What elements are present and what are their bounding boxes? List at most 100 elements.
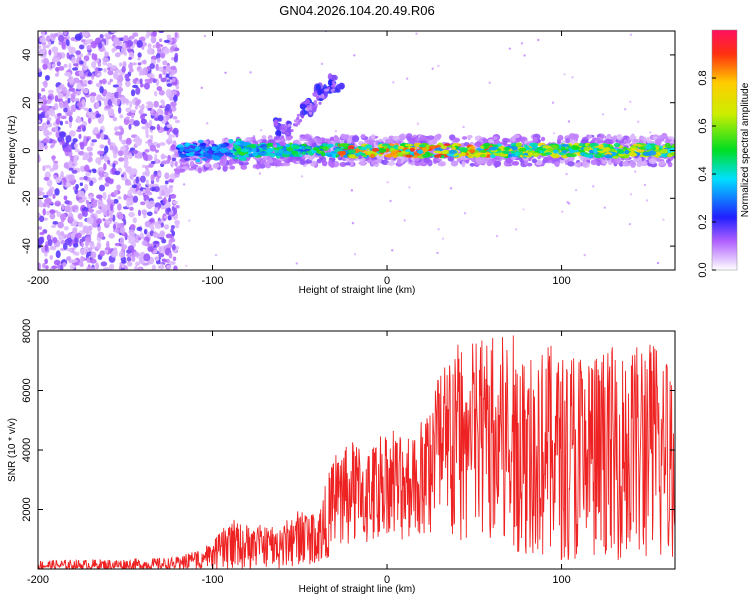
x-tick-label: 0 — [384, 574, 390, 586]
spectral-cell — [602, 147, 611, 153]
spectral-cell — [160, 77, 167, 83]
spectral-cell — [125, 137, 132, 145]
spectral-cell — [61, 203, 65, 211]
spectral-cell — [193, 153, 202, 157]
spectral-cell — [109, 145, 114, 151]
spectral-cell — [51, 46, 59, 53]
spectral-cell — [117, 203, 122, 211]
spectral-cell — [71, 169, 78, 174]
spectral-cell — [281, 129, 286, 133]
spectrogram-x-label: Height of straight line (km) — [299, 285, 416, 296]
spectral-cell — [126, 200, 130, 208]
spectral-cell — [128, 123, 132, 130]
spectral-cell — [384, 154, 392, 158]
spectral-cell — [96, 133, 101, 139]
spectral-cell — [38, 45, 42, 50]
spectral-cell — [158, 89, 165, 96]
spectral-cell — [184, 148, 193, 152]
spectral-cell — [59, 84, 64, 90]
spectral-cell — [135, 176, 139, 184]
spectral-cell — [72, 138, 78, 143]
spectral-cell — [598, 144, 604, 150]
spectral-cell — [565, 172, 568, 176]
spectral-cell — [583, 146, 590, 152]
spectral-cell — [184, 142, 191, 147]
spectral-cell — [107, 81, 112, 85]
y-tick-label: 2000 — [21, 497, 33, 521]
spectral-cell — [164, 111, 169, 116]
spectral-cell — [475, 159, 483, 165]
spectral-cell — [65, 135, 72, 143]
y-tick-label: 6000 — [21, 378, 33, 402]
x-tick-label: -100 — [202, 574, 224, 586]
spectral-cell — [95, 66, 99, 75]
spectral-cell — [217, 153, 224, 157]
spectral-cell — [300, 135, 308, 139]
spectral-cell — [116, 98, 120, 105]
spectral-cell — [126, 40, 134, 47]
spectral-cell — [418, 144, 426, 148]
spectral-cell — [75, 117, 82, 124]
spectral-cell — [166, 265, 172, 269]
spectral-cell — [108, 264, 114, 270]
spectral-cell — [182, 183, 186, 186]
colorbar-label: Normalized spectral amplitude — [740, 82, 750, 217]
spectral-cell — [157, 66, 164, 72]
spectral-cell — [351, 135, 360, 143]
spectral-cell — [79, 176, 84, 181]
spectral-cell — [197, 139, 204, 144]
spectral-cell — [118, 157, 125, 162]
spectral-cell — [297, 148, 304, 152]
spectral-cell — [38, 141, 43, 149]
spectral-cell — [392, 135, 400, 141]
spectral-cell — [59, 100, 64, 109]
spectral-cell — [54, 95, 59, 102]
spectral-cell — [138, 256, 145, 265]
spectral-cell — [39, 215, 45, 223]
spectral-cell — [50, 109, 56, 117]
spectral-cell — [72, 98, 80, 102]
spectral-cell — [450, 160, 459, 167]
spectral-cell — [103, 163, 107, 171]
spectral-cell — [148, 218, 155, 223]
spectral-cell — [93, 199, 98, 203]
spectral-cell — [118, 82, 123, 87]
spectral-cell — [50, 144, 54, 149]
spectral-cell — [137, 62, 142, 66]
spectral-cell — [508, 47, 512, 50]
spectral-cell — [92, 128, 99, 134]
spectral-cell — [185, 264, 188, 268]
spectral-cell — [99, 250, 106, 257]
spectral-cell — [578, 143, 584, 147]
spectral-cell — [629, 33, 633, 36]
spectral-cell — [54, 188, 60, 196]
spectral-cell — [112, 116, 118, 122]
spectral-cell — [146, 47, 154, 55]
spectral-cell — [44, 74, 50, 81]
spectral-cell — [133, 251, 140, 257]
spectral-cell — [49, 212, 56, 220]
spectral-cell — [119, 226, 126, 234]
spectral-cell — [135, 140, 142, 147]
spectral-cell — [298, 158, 305, 162]
spectral-cell — [417, 149, 424, 155]
spectral-cell — [561, 150, 568, 154]
spectral-cell — [66, 256, 71, 261]
spectral-cell — [55, 177, 62, 184]
colorbar: 0.0 0.2 0.4 0.6 0.8 Normalized spectral ampl… — [697, 29, 750, 278]
spectral-cell — [523, 54, 526, 57]
snr-y-label: SNR (10 * v/v) — [7, 418, 18, 482]
spectral-cell — [531, 158, 538, 164]
spectral-cell — [76, 129, 82, 133]
spectral-cell — [65, 120, 69, 124]
spectral-cell — [195, 158, 201, 163]
spectral-cell — [168, 197, 172, 203]
spectral-cell — [502, 137, 510, 143]
spectral-cell — [38, 262, 41, 270]
spectral-cell — [82, 157, 87, 161]
spectral-cell — [38, 236, 44, 245]
spectral-cell — [66, 89, 71, 97]
spectral-cell — [428, 145, 437, 149]
spectral-cell — [59, 213, 67, 221]
